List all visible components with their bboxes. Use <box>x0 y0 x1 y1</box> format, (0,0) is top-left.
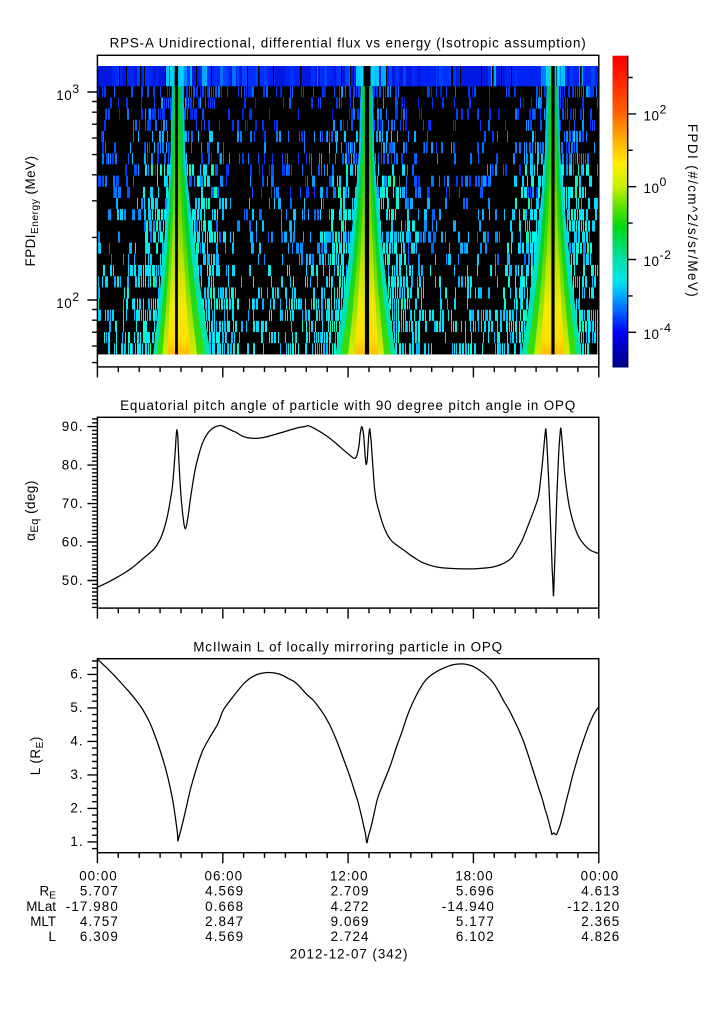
svg-text:5.177: 5.177 <box>456 914 495 929</box>
svg-text:2.709: 2.709 <box>331 884 370 899</box>
svg-text:6.: 6. <box>70 667 83 682</box>
svg-text:4.826: 4.826 <box>581 929 620 944</box>
svg-text:4.757: 4.757 <box>80 914 119 929</box>
svg-text:2.724: 2.724 <box>331 929 370 944</box>
svg-text:MLT: MLT <box>30 914 56 929</box>
svg-text:RPS-A Unidirectional, differen: RPS-A Unidirectional, differential flux … <box>110 36 587 51</box>
svg-text:12:00: 12:00 <box>330 869 369 884</box>
svg-text:FPDI (#/cm^2/s/sr/MeV): FPDI (#/cm^2/s/sr/MeV) <box>685 124 700 298</box>
svg-text:3.: 3. <box>70 767 83 782</box>
svg-text:FPDIEnergy (MeV): FPDIEnergy (MeV) <box>23 156 41 267</box>
svg-text:-17.980: -17.980 <box>66 899 119 914</box>
svg-text:06:00: 06:00 <box>205 869 244 884</box>
svg-text:4.272: 4.272 <box>331 899 370 914</box>
svg-text:4.569: 4.569 <box>205 929 244 944</box>
svg-text:4.569: 4.569 <box>205 884 244 899</box>
svg-text:-12.120: -12.120 <box>567 899 620 914</box>
svg-text:McIlwain L of locally mirrorin: McIlwain L of locally mirroring particle… <box>193 640 503 655</box>
svg-text:2.: 2. <box>70 801 83 816</box>
svg-text:9.069: 9.069 <box>331 914 370 929</box>
svg-text:-14.940: -14.940 <box>442 899 495 914</box>
svg-text:80.: 80. <box>62 457 84 472</box>
svg-text:90.: 90. <box>62 419 84 434</box>
svg-text:4.: 4. <box>70 734 83 749</box>
svg-text:5.: 5. <box>70 700 83 715</box>
svg-text:2.847: 2.847 <box>205 914 244 929</box>
svg-text:Equatorial pitch angle of part: Equatorial pitch angle of particle with … <box>120 398 576 413</box>
svg-text:0.668: 0.668 <box>205 899 244 914</box>
svg-text:60.: 60. <box>62 534 84 549</box>
svg-text:L: L <box>49 929 56 944</box>
svg-text:50.: 50. <box>62 573 84 588</box>
svg-text:6.309: 6.309 <box>80 929 119 944</box>
svg-text:2012-12-07 (342): 2012-12-07 (342) <box>290 947 409 962</box>
svg-text:6.102: 6.102 <box>456 929 495 944</box>
svg-text:18:00: 18:00 <box>455 869 494 884</box>
svg-text:1.: 1. <box>70 834 83 849</box>
svg-text:00:00: 00:00 <box>79 869 118 884</box>
svg-text:70.: 70. <box>62 496 84 511</box>
svg-text:2.365: 2.365 <box>581 914 620 929</box>
svg-text:00:00: 00:00 <box>581 869 620 884</box>
svg-text:5.707: 5.707 <box>80 884 119 899</box>
svg-text:5.696: 5.696 <box>456 884 495 899</box>
svg-text:4.613: 4.613 <box>581 884 620 899</box>
svg-text:MLat: MLat <box>26 899 56 914</box>
